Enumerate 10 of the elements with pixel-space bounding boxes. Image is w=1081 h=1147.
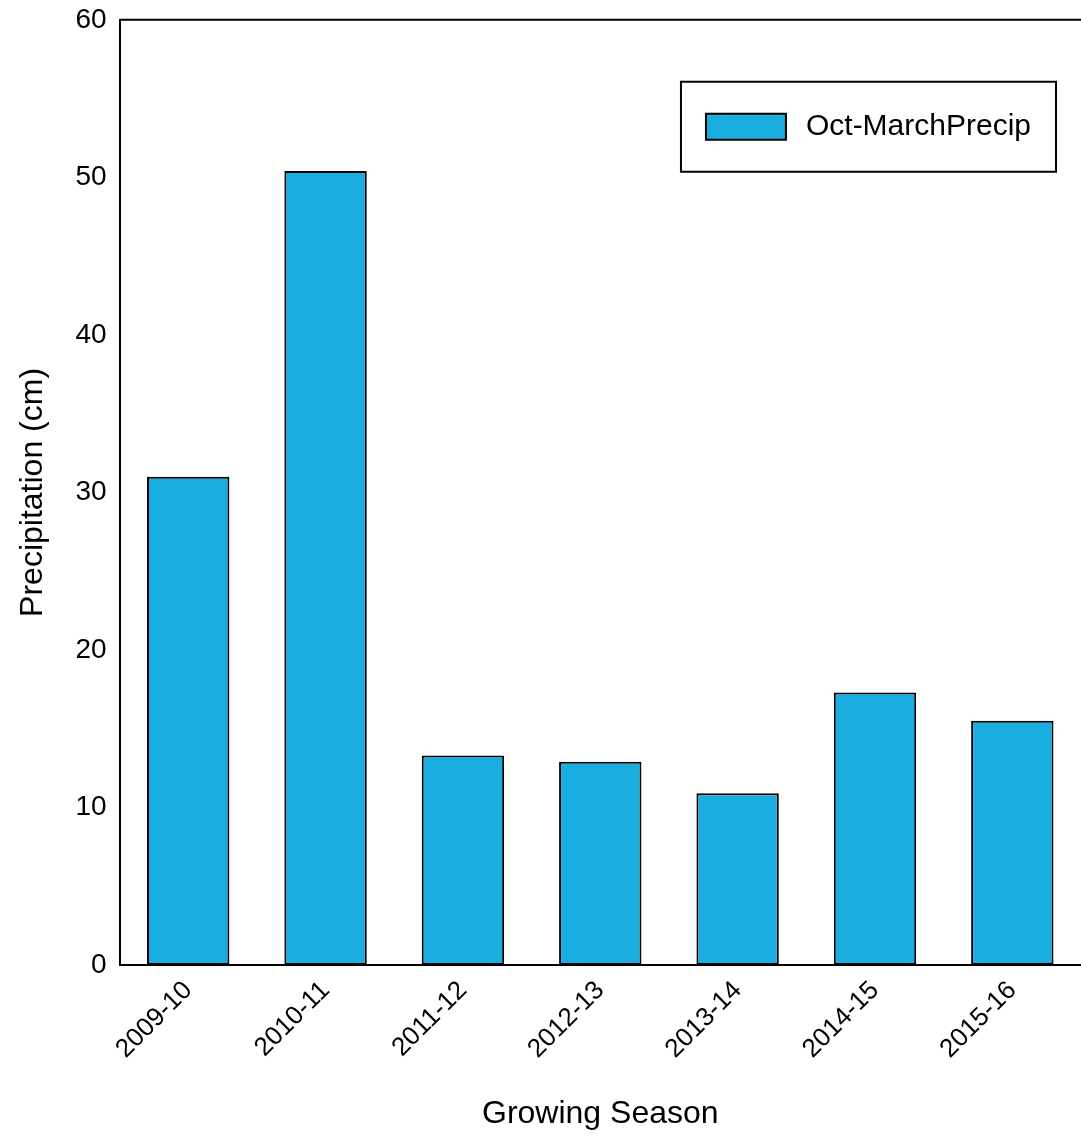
- y-tick-label: 30: [75, 475, 107, 507]
- y-tick-label: 20: [75, 632, 107, 664]
- x-axis-title: Growing Season: [481, 1093, 719, 1130]
- y-tick-label: 0: [90, 947, 107, 979]
- legend-label: Oct-MarchPrecip: [805, 108, 1031, 142]
- y-tick-label: 40: [75, 317, 107, 349]
- y-tick-label: 10: [75, 790, 107, 822]
- y-tick-label: 50: [75, 160, 107, 192]
- y-tick-label: 60: [75, 2, 107, 34]
- y-axis-title: Precipitation (cm): [13, 367, 50, 617]
